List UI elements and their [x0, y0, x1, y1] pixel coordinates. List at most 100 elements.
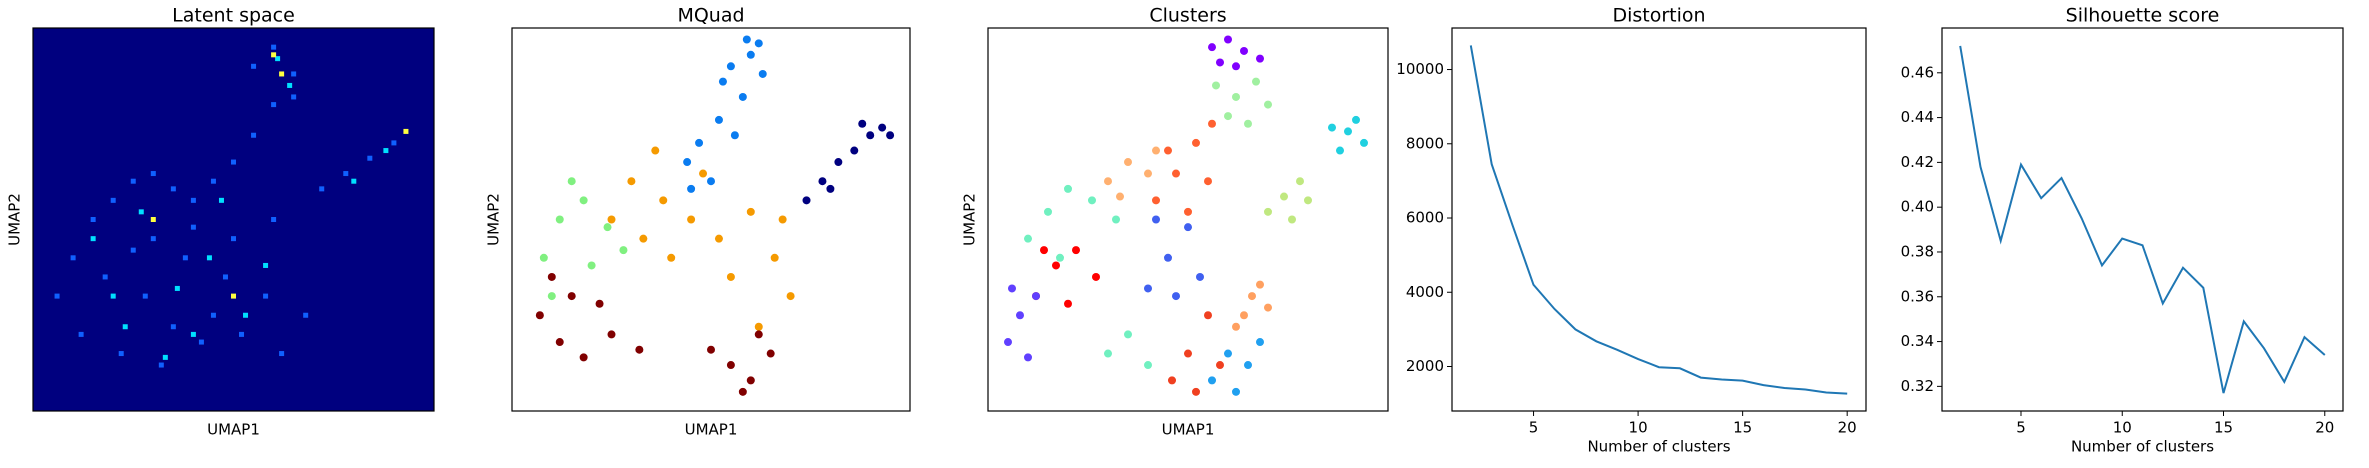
point	[603, 223, 612, 232]
point	[699, 169, 708, 178]
chart-title: Distortion	[1612, 5, 1705, 27]
point	[726, 361, 735, 370]
point	[190, 224, 196, 230]
x-tick-label: 20	[1838, 419, 1857, 437]
point	[1056, 253, 1064, 262]
point	[190, 331, 196, 337]
y-tick-label: 0.38	[1901, 242, 1934, 260]
point	[746, 207, 755, 216]
point	[1208, 43, 1216, 52]
point	[158, 362, 164, 368]
point	[742, 35, 751, 44]
point	[70, 255, 76, 261]
point	[886, 131, 895, 140]
point	[726, 62, 735, 71]
point	[1288, 215, 1296, 224]
point	[858, 119, 867, 128]
point	[383, 148, 389, 154]
point	[547, 272, 556, 281]
point	[730, 131, 739, 140]
point	[54, 293, 60, 299]
point	[1244, 119, 1252, 128]
point	[687, 184, 696, 193]
point	[726, 272, 735, 281]
point	[263, 262, 269, 268]
point	[1064, 299, 1072, 308]
point	[1192, 387, 1200, 396]
point	[174, 285, 180, 291]
chart-title: Latent space	[172, 5, 295, 27]
y-tick-label: 0.40	[1901, 198, 1934, 216]
y-tick-label: 6000	[1406, 209, 1444, 227]
point	[707, 177, 715, 186]
point	[263, 293, 269, 299]
point	[251, 63, 257, 69]
point	[1224, 349, 1232, 358]
point	[695, 138, 704, 147]
point	[1112, 215, 1120, 224]
point	[555, 338, 564, 347]
point	[1116, 192, 1124, 201]
point	[1124, 330, 1132, 339]
point	[567, 292, 576, 301]
point	[1304, 196, 1312, 205]
point	[1240, 46, 1248, 55]
panel: Silhouette score 5 10 15 20 0.32 0.34 0.36 0.38 0…	[1901, 5, 2344, 456]
point	[802, 196, 811, 205]
point	[595, 299, 604, 308]
point	[1004, 338, 1012, 347]
point	[766, 349, 775, 358]
line	[1959, 45, 2326, 394]
point	[130, 247, 136, 253]
point	[1172, 169, 1180, 178]
point	[1064, 184, 1072, 193]
point	[150, 171, 156, 177]
point	[770, 253, 779, 262]
point	[271, 217, 277, 222]
plot-frame	[1941, 27, 2344, 412]
point	[110, 197, 116, 203]
point	[1216, 58, 1224, 67]
point	[754, 330, 763, 339]
point	[639, 234, 648, 243]
point	[738, 387, 747, 396]
point	[1264, 303, 1272, 312]
point	[210, 178, 216, 184]
point	[251, 132, 257, 138]
panel: Clusters UMAP1 UMAP2	[961, 5, 1389, 439]
point	[210, 312, 216, 318]
x-tick-label: 5	[2016, 419, 2026, 437]
point	[222, 274, 228, 280]
point	[1240, 311, 1248, 320]
point	[651, 146, 660, 155]
point	[343, 171, 349, 177]
point	[539, 253, 548, 262]
point	[243, 312, 249, 318]
plot-frame	[511, 27, 911, 412]
point	[78, 331, 84, 337]
point	[1072, 246, 1080, 255]
point	[683, 158, 692, 167]
point	[239, 331, 245, 337]
point	[1344, 127, 1352, 136]
point	[635, 345, 644, 354]
point	[403, 128, 409, 134]
plot-area	[1942, 28, 2343, 411]
panel: Latent space UMAP1 UMAP2	[6, 5, 435, 439]
point	[778, 215, 787, 224]
point	[287, 82, 293, 88]
point	[319, 186, 325, 192]
point	[866, 131, 875, 140]
point	[1152, 215, 1160, 224]
y-tick-label: 0.36	[1901, 287, 1934, 305]
point	[714, 234, 723, 243]
point	[1204, 311, 1212, 320]
chart-title: Clusters	[1149, 5, 1226, 27]
point	[818, 177, 827, 186]
point	[1252, 77, 1260, 86]
point	[754, 39, 763, 48]
point	[1224, 112, 1232, 121]
point	[1104, 177, 1112, 186]
point	[206, 255, 212, 261]
plot-frame	[32, 27, 435, 412]
